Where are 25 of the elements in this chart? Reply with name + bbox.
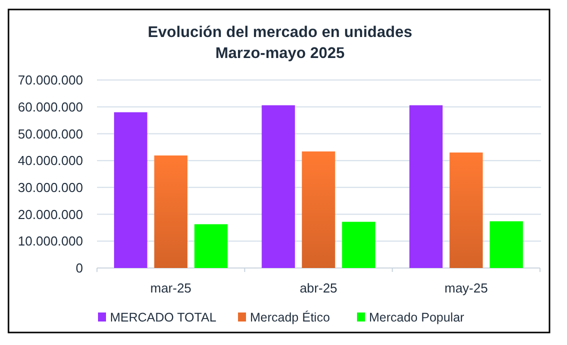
- bar: [154, 155, 188, 268]
- x-tick-label: abr-25: [300, 280, 338, 296]
- legend-label: Mercado Popular: [369, 310, 464, 324]
- y-tick-label: 60.000.000: [18, 99, 83, 114]
- y-tick-label: 40.000.000: [18, 153, 83, 168]
- bar: [262, 105, 295, 268]
- bar: [342, 222, 376, 268]
- bar: [409, 105, 443, 268]
- x-tick-label: may-25: [444, 280, 488, 296]
- bar: [302, 151, 336, 268]
- chart-title: Evolución del mercado en unidades: [148, 24, 412, 41]
- y-tick-label: 30.000.000: [18, 180, 83, 195]
- legend-label: Mercadp Ético: [250, 310, 330, 324]
- y-tick-label: 20.000.000: [18, 206, 83, 222]
- chart-subtitle: Marzo-mayo 2025: [215, 45, 345, 62]
- y-tick-label: 70.000.000: [18, 72, 83, 88]
- y-tick-label: 10.000.000: [18, 234, 83, 249]
- x-tick-label: mar-25: [150, 280, 192, 296]
- bar: [114, 112, 148, 268]
- y-tick-label: 50.000.000: [18, 126, 83, 142]
- y-tick-label: 0: [76, 260, 83, 276]
- bar: [490, 221, 523, 268]
- bar: [194, 224, 228, 268]
- bar: [450, 152, 483, 268]
- legend-label: MERCADO TOTAL: [110, 310, 216, 324]
